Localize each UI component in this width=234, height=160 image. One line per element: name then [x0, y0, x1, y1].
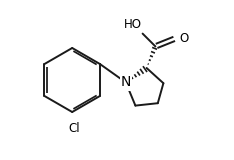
Text: N: N: [121, 75, 131, 89]
Text: Cl: Cl: [69, 122, 80, 135]
Text: O: O: [179, 32, 188, 45]
Text: HO: HO: [124, 18, 142, 31]
